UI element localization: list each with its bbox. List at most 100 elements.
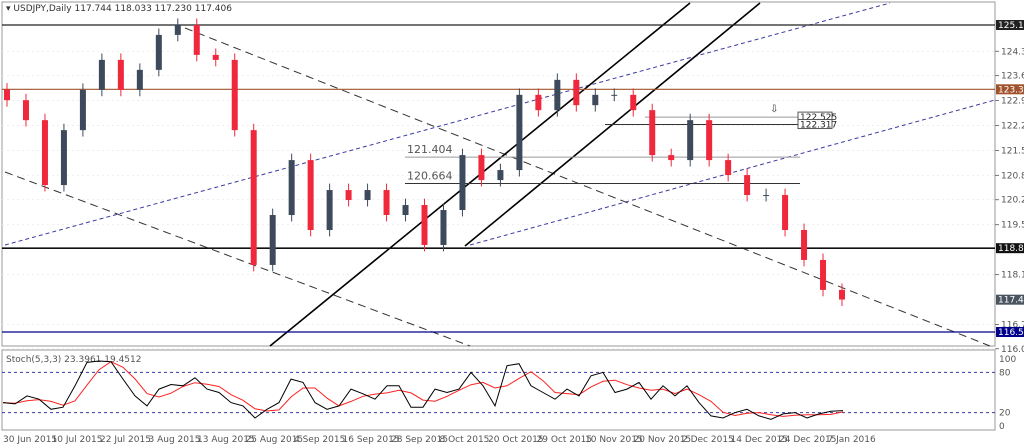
candle-body [402,205,409,216]
price-tick-label: 116.710 [1001,321,1024,331]
stoch-main-line [2,360,844,420]
candle-body [611,94,618,96]
price-tick-label: 120.210 [1001,196,1024,206]
date-tick-label: 10 Jul 2015 [52,435,103,445]
level-price-badge [996,84,1024,95]
candle-body [592,94,599,106]
date-tick-label: 14 Dec 2015 [731,435,789,445]
candle-body [421,205,428,245]
candle-body [687,120,694,161]
level-price-label: 116.500 [998,328,1024,338]
candle-body [326,190,333,230]
candle-body [60,130,67,186]
marked-level-label: 122.317 [800,121,837,131]
candle-body [117,59,124,90]
marked-level-box [797,119,833,130]
level-price-badge [996,326,1024,337]
candle-body [839,289,845,300]
candle-body [269,215,276,265]
price-tick-label: 122.990 [1001,97,1024,107]
stoch-axis-label: 20 [999,409,1011,419]
candle-body [630,94,637,111]
lower-dashed-trendline [4,171,471,347]
date-tick-label: 22 Jul 2015 [100,435,151,445]
marked-level-label: 122.525 [800,113,837,123]
price-tick-label: 120.890 [1001,171,1024,181]
candles [4,18,845,306]
candle-body [98,59,105,90]
candle-body [820,259,827,290]
level-price-label: 118.850 [998,244,1024,254]
candle-body [41,120,48,186]
stoch-plot-frame [1,349,996,431]
date-tick-label: 29 Oct 2015 [537,435,593,445]
date-tick-label: 25 Aug 2015 [246,435,304,445]
price-tick-label: 124.370 [1001,47,1024,57]
candle-body [364,190,371,201]
level-price-label: 117.406 [998,296,1024,306]
candle-body [497,170,504,181]
date-tick-label: 2 Dec 2015 [682,435,734,445]
stoch-axis-label: 0 [999,422,1005,432]
price-tick-label: 123.690 [1001,72,1024,82]
candle-body [744,175,751,196]
candle-body [706,120,713,161]
candle-body [136,69,143,90]
price-tick-label: 121.590 [1001,146,1024,156]
candle-body [383,190,390,216]
date-tick-label: 3 Aug 2015 [149,435,201,445]
candle-body [649,110,656,156]
symbol-header: ▾ USDJPY,Daily 117.744 118.033 117.230 1… [6,4,232,14]
stoch-header: Stoch(5,3,3) 23.3961 19.4512 [6,355,141,365]
candle-body [763,195,770,197]
date-tick-label: 7 Jan 2016 [828,435,876,445]
price-tick-label: 116.030 [1001,345,1024,355]
candle-body [782,195,789,230]
price-tick-label: 119.510 [1001,221,1024,231]
level-price-badge [996,20,1024,30]
candle-body [250,130,257,265]
candle-body [725,160,732,176]
candle-body [668,155,675,161]
date-tick-label: 10 Nov 2015 [585,435,643,445]
stoch-axis-label: 80 [999,368,1011,378]
candle-body [307,160,314,230]
candle-body [212,54,219,60]
upper-dashed-trendline [184,27,991,347]
channel-upper-line [4,2,891,246]
level-price-label: 123.305 [998,85,1024,95]
candle-body [79,89,86,131]
stoch-axis-label: 100 [999,355,1016,365]
date-tick-label: 30 Jun 2015 [3,435,57,445]
candle-body [801,229,808,260]
marked-level-label: 121.404 [407,143,453,156]
candle-body [231,59,238,131]
date-tick-label: 4 Sep 2015 [294,435,345,445]
arrow-down-icon: ⇩ [770,104,778,115]
candle-body [478,155,485,181]
stoch-signal-line [2,361,844,417]
marked-level-label: 120.664 [407,169,453,182]
candle-body [288,160,295,216]
date-tick-label: 24 Dec 2015 [779,435,837,445]
candle-body [554,79,561,111]
candle-body [4,89,10,101]
date-tick-label: 8 Oct 2015 [440,435,490,445]
candle-body [22,100,29,121]
candle-body [174,24,181,35]
date-tick-label: 16 Sep 2015 [343,435,400,445]
date-tick-label: 20 Nov 2015 [634,435,692,445]
candle-body [155,34,162,70]
candle-body [573,79,580,106]
candle-body [516,94,523,171]
date-tick-label: 20 Oct 2015 [488,435,544,445]
candle-body [459,155,466,211]
price-tick-label: 118.110 [1001,271,1024,281]
date-tick-label: 13 Aug 2015 [197,435,255,445]
candle-body [440,210,447,245]
price-tick-label: 122.290 [1001,121,1024,131]
candle-body [345,190,352,201]
level-price-badge [996,294,1024,305]
level-price-label: 125.108 [998,21,1024,31]
